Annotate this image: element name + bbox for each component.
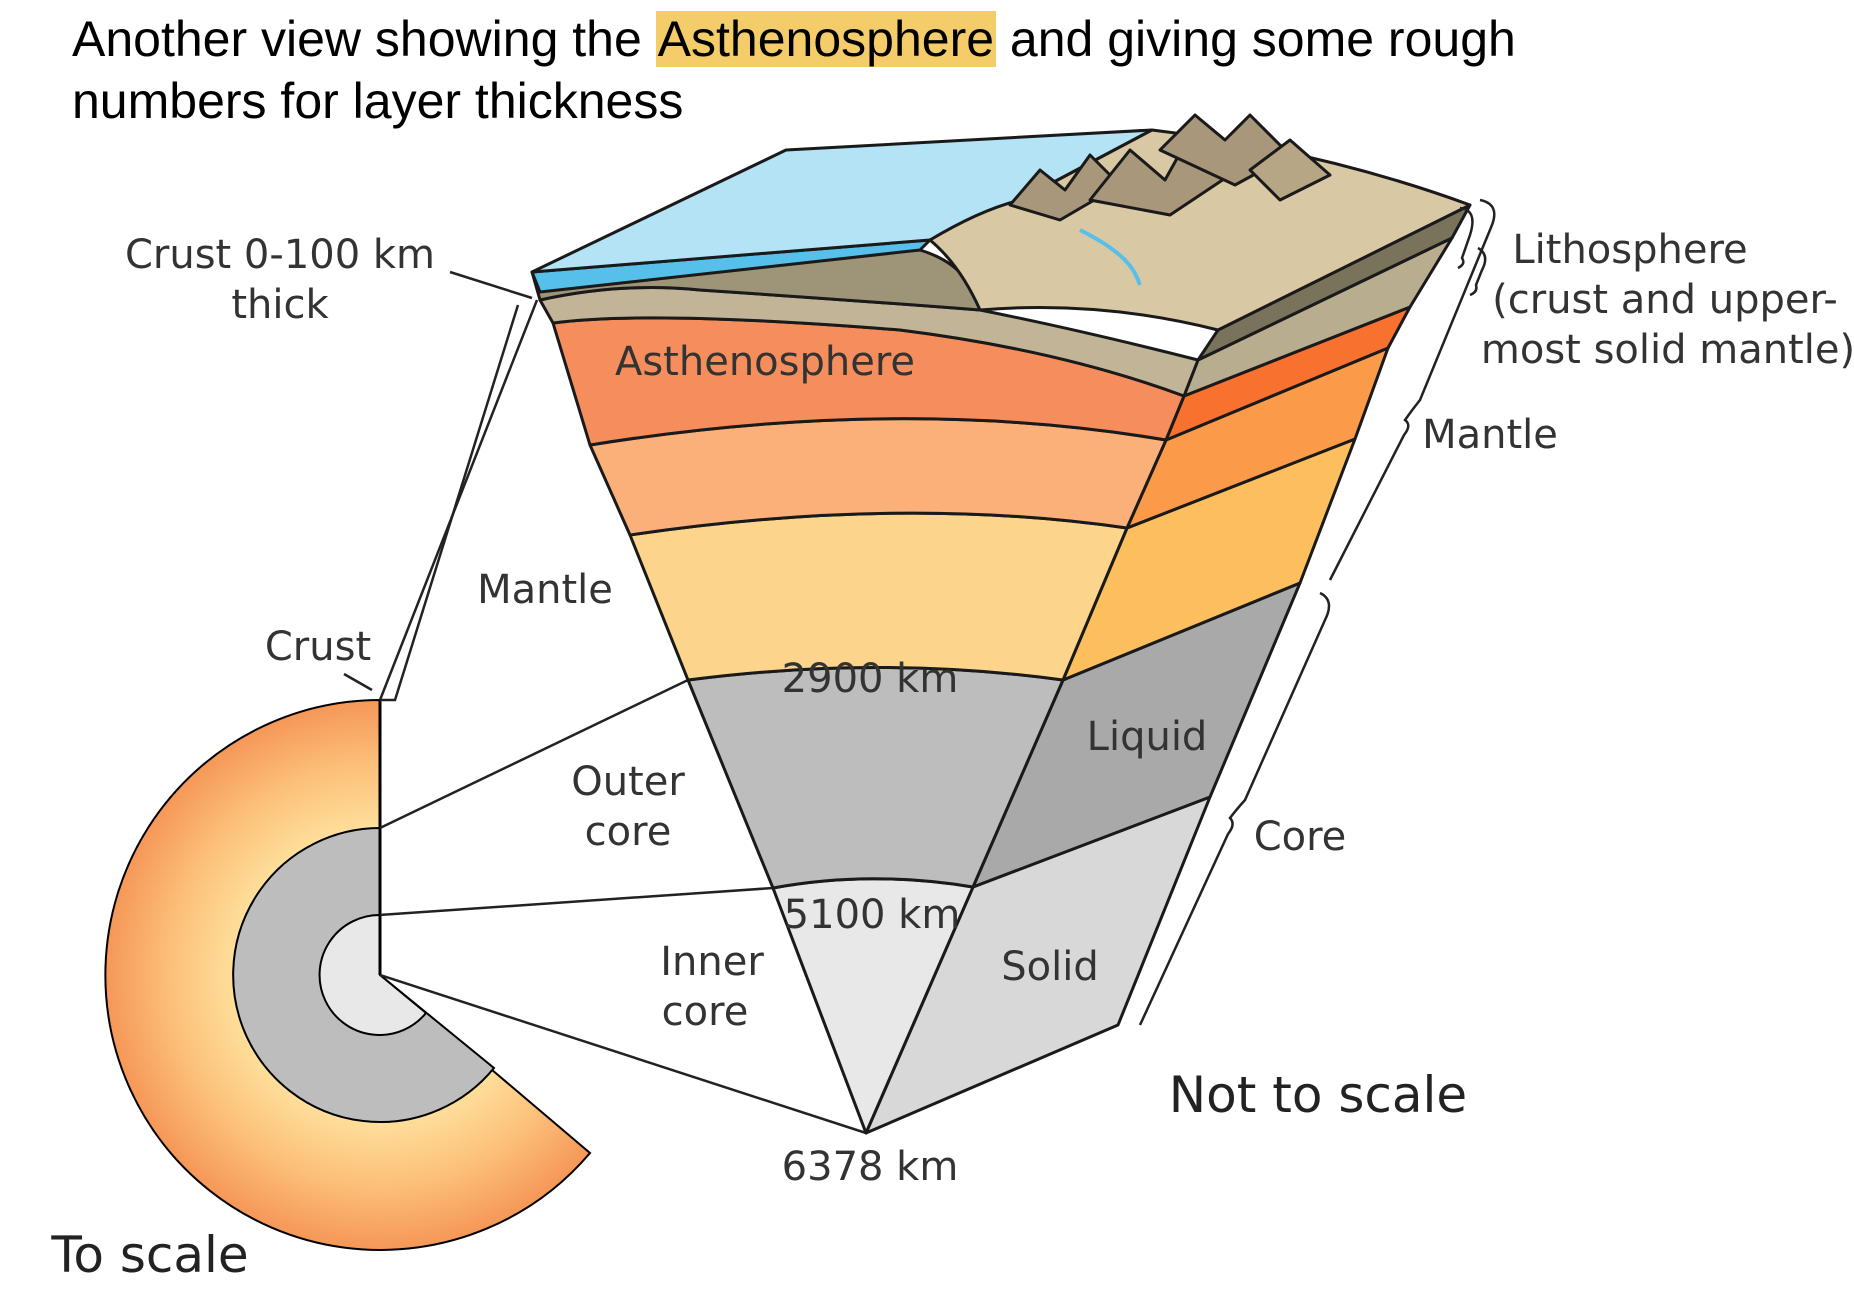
lithosphere-label-line3: most solid mantle) [1481,327,1854,373]
depth-2900-label: 2900 km [782,656,959,702]
lithosphere-label-line2: (crust and upper- [1492,277,1838,323]
outer-core-label-line2: core [585,809,672,855]
not-to-scale-label: Not to scale [1169,1066,1467,1124]
depth-6378-label: 6378 km [782,1144,959,1190]
title-highlight-asthenosphere: Asthenosphere [655,11,997,67]
front-lower-mantle [628,511,1129,682]
crust-left-label: Crust [265,624,371,670]
right-braces [1138,198,1496,1026]
to-scale-section [104,698,592,1251]
mountain-4 [1248,138,1332,202]
title-text-before: Another view showing the [72,11,656,67]
lithosphere-brace-small [1469,246,1487,297]
lithosphere-brace [1457,206,1474,270]
connector-lines [343,270,867,1135]
slide-title: Another view showing the Asthenosphere a… [72,8,1632,132]
wedge-front-face [530,238,1200,1135]
mantle-left-label: Mantle [477,567,613,613]
title-text-after: and giving some rough numbers for layer … [72,11,1516,129]
mantle-right-label: Mantle [1422,412,1558,458]
crust-thickness-label-line2: thick [231,282,329,328]
inner-core-label-line1: Inner [660,939,764,985]
to-scale-label: To scale [50,1226,248,1284]
wedge-side-face [864,203,1472,1135]
outer-core-label-line1: Outer [571,759,685,805]
mountain-1 [1008,153,1122,222]
labels: Crust 0-100 km thick Asthenosphere Mantl… [50,227,1854,1284]
mantle-brace [1328,198,1496,581]
crust-thickness-label-line1: Crust 0-100 km [125,232,435,278]
lithosphere-label-line1: Lithosphere [1512,227,1747,273]
asthenosphere-label: Asthenosphere [615,339,915,385]
liquid-label: Liquid [1087,714,1208,760]
river [1079,228,1142,286]
wedge-top-surface [530,113,1472,332]
solid-label: Solid [1001,944,1098,990]
core-brace [1138,591,1331,1026]
core-right-label: Core [1254,814,1347,860]
inner-core-label-line2: core [662,989,749,1035]
to-scale-inner-core [318,913,428,1036]
depth-5100-label: 5100 km [784,892,961,938]
